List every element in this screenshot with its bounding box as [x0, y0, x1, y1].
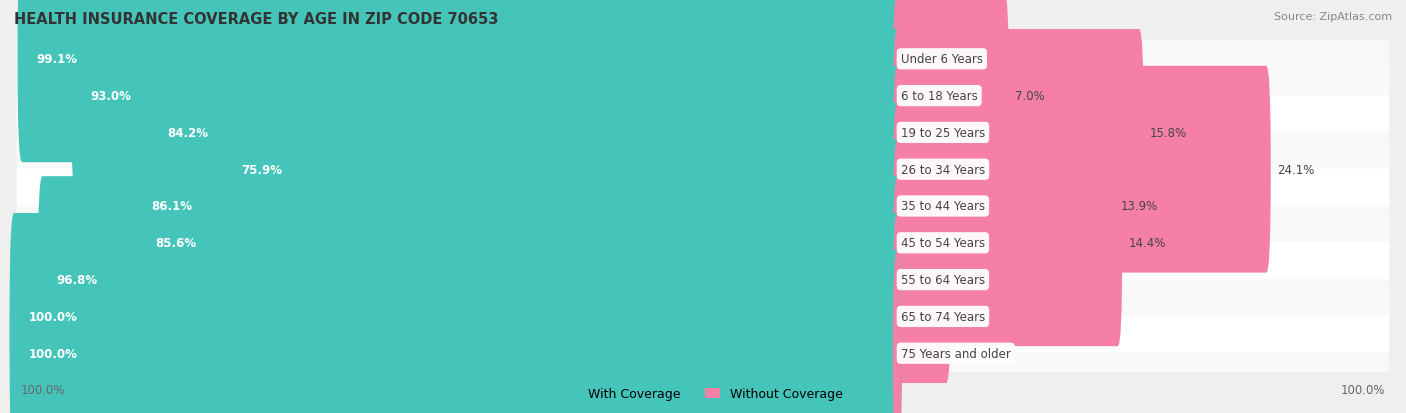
- Text: 75.9%: 75.9%: [240, 163, 283, 176]
- FancyBboxPatch shape: [17, 281, 1389, 353]
- Text: 0.0%: 0.0%: [908, 347, 938, 360]
- FancyBboxPatch shape: [893, 103, 1115, 310]
- Text: 26 to 34 Years: 26 to 34 Years: [901, 163, 986, 176]
- FancyBboxPatch shape: [17, 244, 1389, 316]
- Text: HEALTH INSURANCE COVERAGE BY AGE IN ZIP CODE 70653: HEALTH INSURANCE COVERAGE BY AGE IN ZIP …: [14, 12, 499, 27]
- Text: 3.2%: 3.2%: [957, 273, 987, 286]
- Text: 13.9%: 13.9%: [1121, 200, 1159, 213]
- FancyBboxPatch shape: [893, 0, 917, 163]
- Text: 19 to 25 Years: 19 to 25 Years: [901, 127, 986, 140]
- Text: 14.4%: 14.4%: [1129, 237, 1166, 250]
- Text: 45 to 54 Years: 45 to 54 Years: [901, 237, 986, 250]
- FancyBboxPatch shape: [149, 30, 901, 236]
- Legend: With Coverage, Without Coverage: With Coverage, Without Coverage: [558, 382, 848, 405]
- FancyBboxPatch shape: [893, 177, 950, 383]
- FancyBboxPatch shape: [893, 30, 1143, 236]
- FancyBboxPatch shape: [893, 0, 1010, 199]
- Text: 24.1%: 24.1%: [1277, 163, 1315, 176]
- FancyBboxPatch shape: [38, 177, 901, 383]
- FancyBboxPatch shape: [18, 0, 901, 163]
- Text: 100.0%: 100.0%: [28, 310, 77, 323]
- Text: 100.0%: 100.0%: [28, 347, 77, 360]
- Text: 6 to 18 Years: 6 to 18 Years: [901, 90, 977, 103]
- Text: 55 to 64 Years: 55 to 64 Years: [901, 273, 986, 286]
- Text: 15.8%: 15.8%: [1150, 127, 1187, 140]
- Text: Source: ZipAtlas.com: Source: ZipAtlas.com: [1274, 12, 1392, 22]
- Text: 0.94%: 0.94%: [922, 53, 959, 66]
- FancyBboxPatch shape: [893, 140, 1122, 347]
- Text: 85.6%: 85.6%: [156, 237, 197, 250]
- Text: 84.2%: 84.2%: [167, 127, 208, 140]
- Text: 96.8%: 96.8%: [56, 273, 97, 286]
- FancyBboxPatch shape: [17, 60, 1389, 132]
- Text: 100.0%: 100.0%: [1340, 384, 1385, 396]
- Text: 86.1%: 86.1%: [150, 200, 193, 213]
- FancyBboxPatch shape: [10, 250, 901, 413]
- FancyBboxPatch shape: [72, 0, 901, 199]
- FancyBboxPatch shape: [17, 171, 1389, 242]
- FancyBboxPatch shape: [893, 250, 901, 413]
- FancyBboxPatch shape: [10, 214, 901, 413]
- FancyBboxPatch shape: [17, 134, 1389, 206]
- FancyBboxPatch shape: [222, 66, 901, 273]
- FancyBboxPatch shape: [132, 103, 901, 310]
- Text: 75 Years and older: 75 Years and older: [901, 347, 1011, 360]
- Text: Under 6 Years: Under 6 Years: [901, 53, 983, 66]
- FancyBboxPatch shape: [17, 207, 1389, 279]
- FancyBboxPatch shape: [17, 317, 1389, 389]
- Text: 100.0%: 100.0%: [21, 384, 66, 396]
- FancyBboxPatch shape: [17, 97, 1389, 169]
- FancyBboxPatch shape: [893, 214, 901, 413]
- FancyBboxPatch shape: [17, 24, 1389, 96]
- FancyBboxPatch shape: [893, 66, 1271, 273]
- Text: 65 to 74 Years: 65 to 74 Years: [901, 310, 986, 323]
- FancyBboxPatch shape: [136, 140, 901, 347]
- Text: 0.0%: 0.0%: [908, 310, 938, 323]
- Text: 99.1%: 99.1%: [37, 53, 77, 66]
- Text: 7.0%: 7.0%: [1015, 90, 1045, 103]
- Text: 35 to 44 Years: 35 to 44 Years: [901, 200, 986, 213]
- Text: 93.0%: 93.0%: [90, 90, 131, 103]
